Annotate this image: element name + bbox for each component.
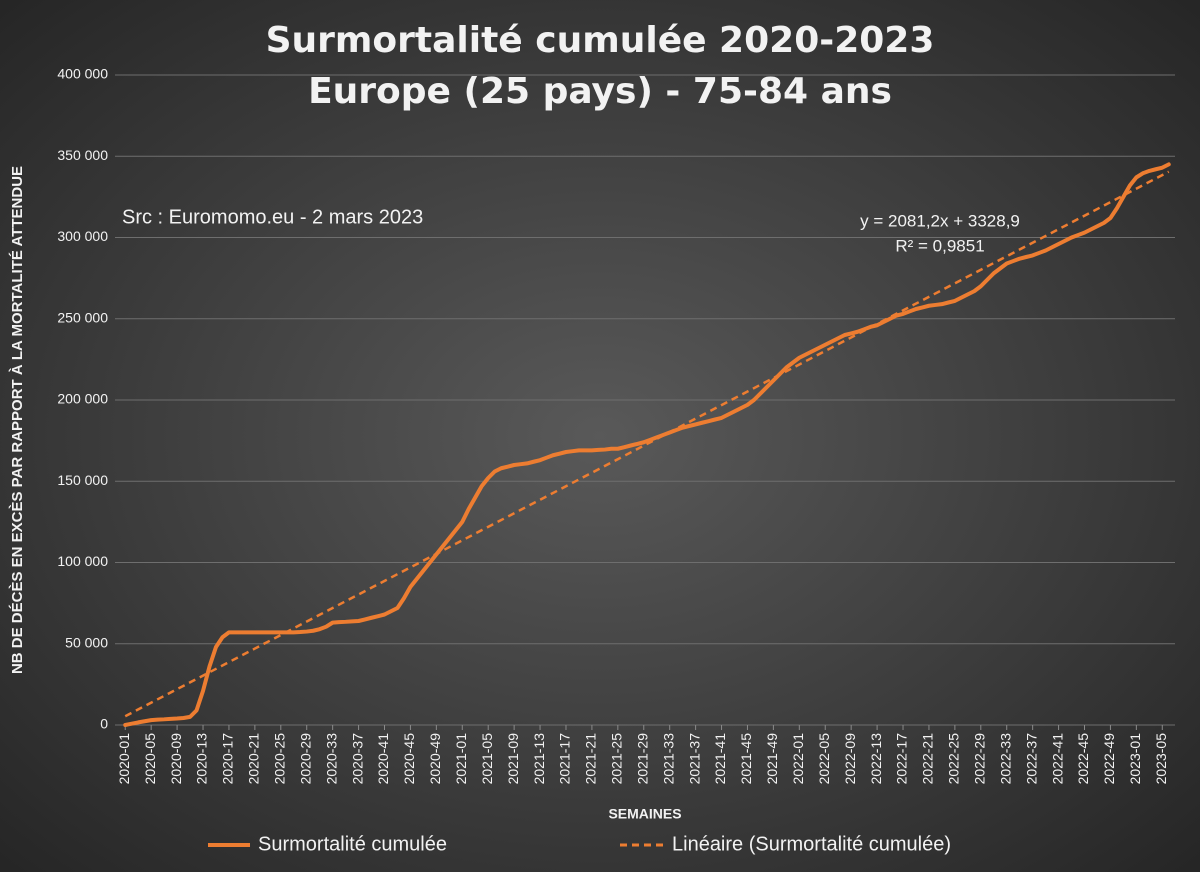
trend-equation: y = 2081,2x + 3328,9 xyxy=(860,211,1020,230)
data-line xyxy=(123,162,1171,727)
legend-label: Linéaire (Surmortalité cumulée) xyxy=(672,833,951,855)
x-tick-label: 2020-29 xyxy=(297,733,313,785)
x-tick-label: 2020-13 xyxy=(194,733,210,785)
x-tick-label: 2022-37 xyxy=(1023,733,1039,785)
trend-line xyxy=(124,170,1170,718)
chart-subtitle: Europe (25 pays) - 75-84 ans xyxy=(308,71,892,112)
y-tick-label: 50 000 xyxy=(65,634,108,650)
x-tick-label: 2020-49 xyxy=(427,733,443,785)
x-tick-label: 2022-09 xyxy=(842,733,858,785)
x-tick-label: 2022-05 xyxy=(816,733,832,785)
trend-r2: R² = 0,9851 xyxy=(895,236,984,255)
x-tick-label: 2020-21 xyxy=(246,733,262,785)
x-tick-label: 2020-33 xyxy=(323,733,339,785)
x-tick-label: 2021-01 xyxy=(453,733,469,785)
x-tick-label: 2023-05 xyxy=(1153,733,1169,785)
x-tick-label: 2022-13 xyxy=(868,733,884,785)
x-tick-label: 2020-25 xyxy=(271,733,287,785)
x-tick-label: 2021-09 xyxy=(505,733,521,785)
x-tick-label: 2021-33 xyxy=(660,733,676,785)
x-tick-label: 2021-17 xyxy=(557,733,573,785)
x-tick-label: 2021-21 xyxy=(583,733,599,785)
x-tick-label: 2020-41 xyxy=(375,733,391,785)
chart-title: Surmortalité cumulée 2020-2023 xyxy=(266,20,935,61)
x-tick-label: 2022-17 xyxy=(894,733,910,785)
source-note: Src : Euromomo.eu - 2 mars 2023 xyxy=(122,206,423,228)
x-tick-label: 2021-05 xyxy=(479,733,495,785)
y-tick-label: 150 000 xyxy=(57,472,108,488)
x-tick-label: 2021-37 xyxy=(686,733,702,785)
x-tick-label: 2022-49 xyxy=(1101,733,1117,785)
y-tick-label: 0 xyxy=(100,716,108,732)
y-tick-label: 250 000 xyxy=(57,309,108,325)
x-tick-label: 2020-09 xyxy=(168,733,184,785)
x-tick-label: 2020-01 xyxy=(116,733,132,785)
x-tick-label: 2021-49 xyxy=(764,733,780,785)
y-tick-label: 200 000 xyxy=(57,391,108,407)
x-tick-label: 2020-45 xyxy=(401,733,417,785)
x-tick-label: 2022-01 xyxy=(790,733,806,785)
y-tick-label: 100 000 xyxy=(57,553,108,569)
y-tick-label: 400 000 xyxy=(57,66,108,82)
x-tick-label: 2020-17 xyxy=(220,733,236,785)
x-tick-label: 2021-25 xyxy=(609,733,625,785)
x-tick-label: 2021-45 xyxy=(738,733,754,785)
x-tick-label: 2021-13 xyxy=(531,733,547,785)
y-axis-title: NB DE DÉCÈS EN EXCÈS PAR RAPPORT À LA MO… xyxy=(9,166,26,674)
x-tick-label: 2020-37 xyxy=(349,733,365,785)
y-tick-label: 300 000 xyxy=(57,228,108,244)
x-tick-label: 2023-01 xyxy=(1127,733,1143,785)
x-tick-label: 2020-05 xyxy=(142,733,158,785)
x-tick-label: 2021-41 xyxy=(712,733,728,785)
x-tick-label: 2022-45 xyxy=(1075,733,1091,785)
x-tick-label: 2022-21 xyxy=(920,733,936,785)
x-tick-label: 2022-29 xyxy=(971,733,987,785)
x-tick-label: 2022-25 xyxy=(946,733,962,785)
legend-label: Surmortalité cumulée xyxy=(258,833,447,855)
x-tick-label: 2021-29 xyxy=(634,733,650,785)
x-tick-label: 2022-41 xyxy=(1049,733,1065,785)
x-axis-title: SEMAINES xyxy=(608,806,681,822)
x-tick-label: 2022-33 xyxy=(997,733,1013,785)
y-tick-label: 350 000 xyxy=(57,147,108,163)
